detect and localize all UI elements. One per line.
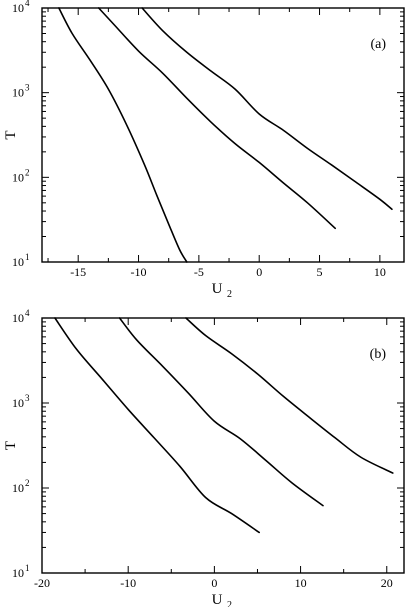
y-tick-label: 10 xyxy=(12,255,24,269)
y-tick-exponent: 1 xyxy=(25,563,30,573)
series-line-3 xyxy=(185,317,394,474)
plot-frame xyxy=(41,317,405,574)
series-line-1 xyxy=(58,7,188,263)
x-axis-label: U xyxy=(212,592,223,607)
panel-label: (b) xyxy=(370,347,387,362)
y-tick-label: 10 xyxy=(12,566,24,580)
x-tick-label: -5 xyxy=(194,265,204,279)
x-tick-label: 0 xyxy=(256,265,262,279)
x-tick-label: -10 xyxy=(131,265,147,279)
y-tick-exponent: 4 xyxy=(25,308,30,318)
y-axis-label: T xyxy=(3,441,19,450)
y-tick-label: 10 xyxy=(12,170,24,184)
series-line-2 xyxy=(118,317,324,507)
y-tick-label: 10 xyxy=(12,396,24,410)
y-tick-label: 10 xyxy=(12,311,24,325)
y-tick-exponent: 2 xyxy=(25,478,30,488)
x-tick-label: 20 xyxy=(381,576,393,590)
series-line-3 xyxy=(141,7,393,211)
x-tick-label: 10 xyxy=(374,265,386,279)
y-tick-exponent: 3 xyxy=(25,393,30,403)
y-tick-label: 10 xyxy=(12,1,24,15)
y-tick-label: 10 xyxy=(12,86,24,100)
y-tick-exponent: 4 xyxy=(25,0,30,8)
y-axis-label: T xyxy=(3,130,19,139)
series-line-2 xyxy=(97,7,337,230)
y-tick-exponent: 2 xyxy=(25,167,30,177)
x-tick-label: -10 xyxy=(120,576,136,590)
series-line-1 xyxy=(54,317,260,534)
x-tick-label: -20 xyxy=(34,576,50,590)
panel-label: (a) xyxy=(370,37,386,52)
x-tick-label: 0 xyxy=(211,576,217,590)
x-tick-label: 5 xyxy=(317,265,323,279)
x-axis-label-subscript: 2 xyxy=(227,600,232,607)
y-tick-exponent: 1 xyxy=(25,252,30,262)
x-axis-label-subscript: 2 xyxy=(227,289,232,300)
x-axis-label: U xyxy=(212,281,223,297)
y-tick-exponent: 3 xyxy=(25,83,30,93)
y-tick-label: 10 xyxy=(12,481,24,495)
x-tick-label: 10 xyxy=(295,576,307,590)
plot-frame xyxy=(41,7,405,263)
x-tick-label: -15 xyxy=(70,265,86,279)
